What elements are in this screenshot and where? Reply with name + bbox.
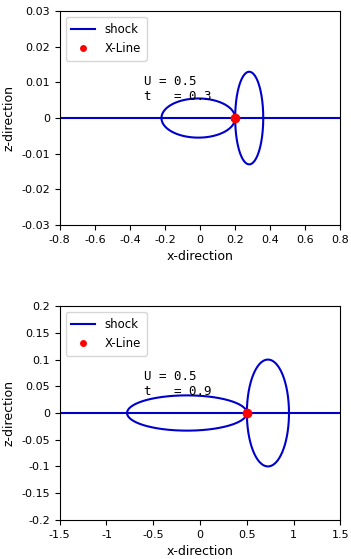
X-axis label: x-direction: x-direction (167, 250, 233, 263)
Legend: shock, X-Line: shock, X-Line (66, 312, 147, 356)
Y-axis label: z-direction: z-direction (3, 380, 16, 446)
Y-axis label: z-direction: z-direction (3, 85, 16, 151)
Text: U = 0.5
t   = 0.9: U = 0.5 t = 0.9 (144, 370, 211, 398)
X-axis label: x-direction: x-direction (167, 545, 233, 558)
Text: U = 0.5
t   = 0.3: U = 0.5 t = 0.3 (144, 75, 211, 103)
Legend: shock, X-Line: shock, X-Line (66, 17, 147, 61)
